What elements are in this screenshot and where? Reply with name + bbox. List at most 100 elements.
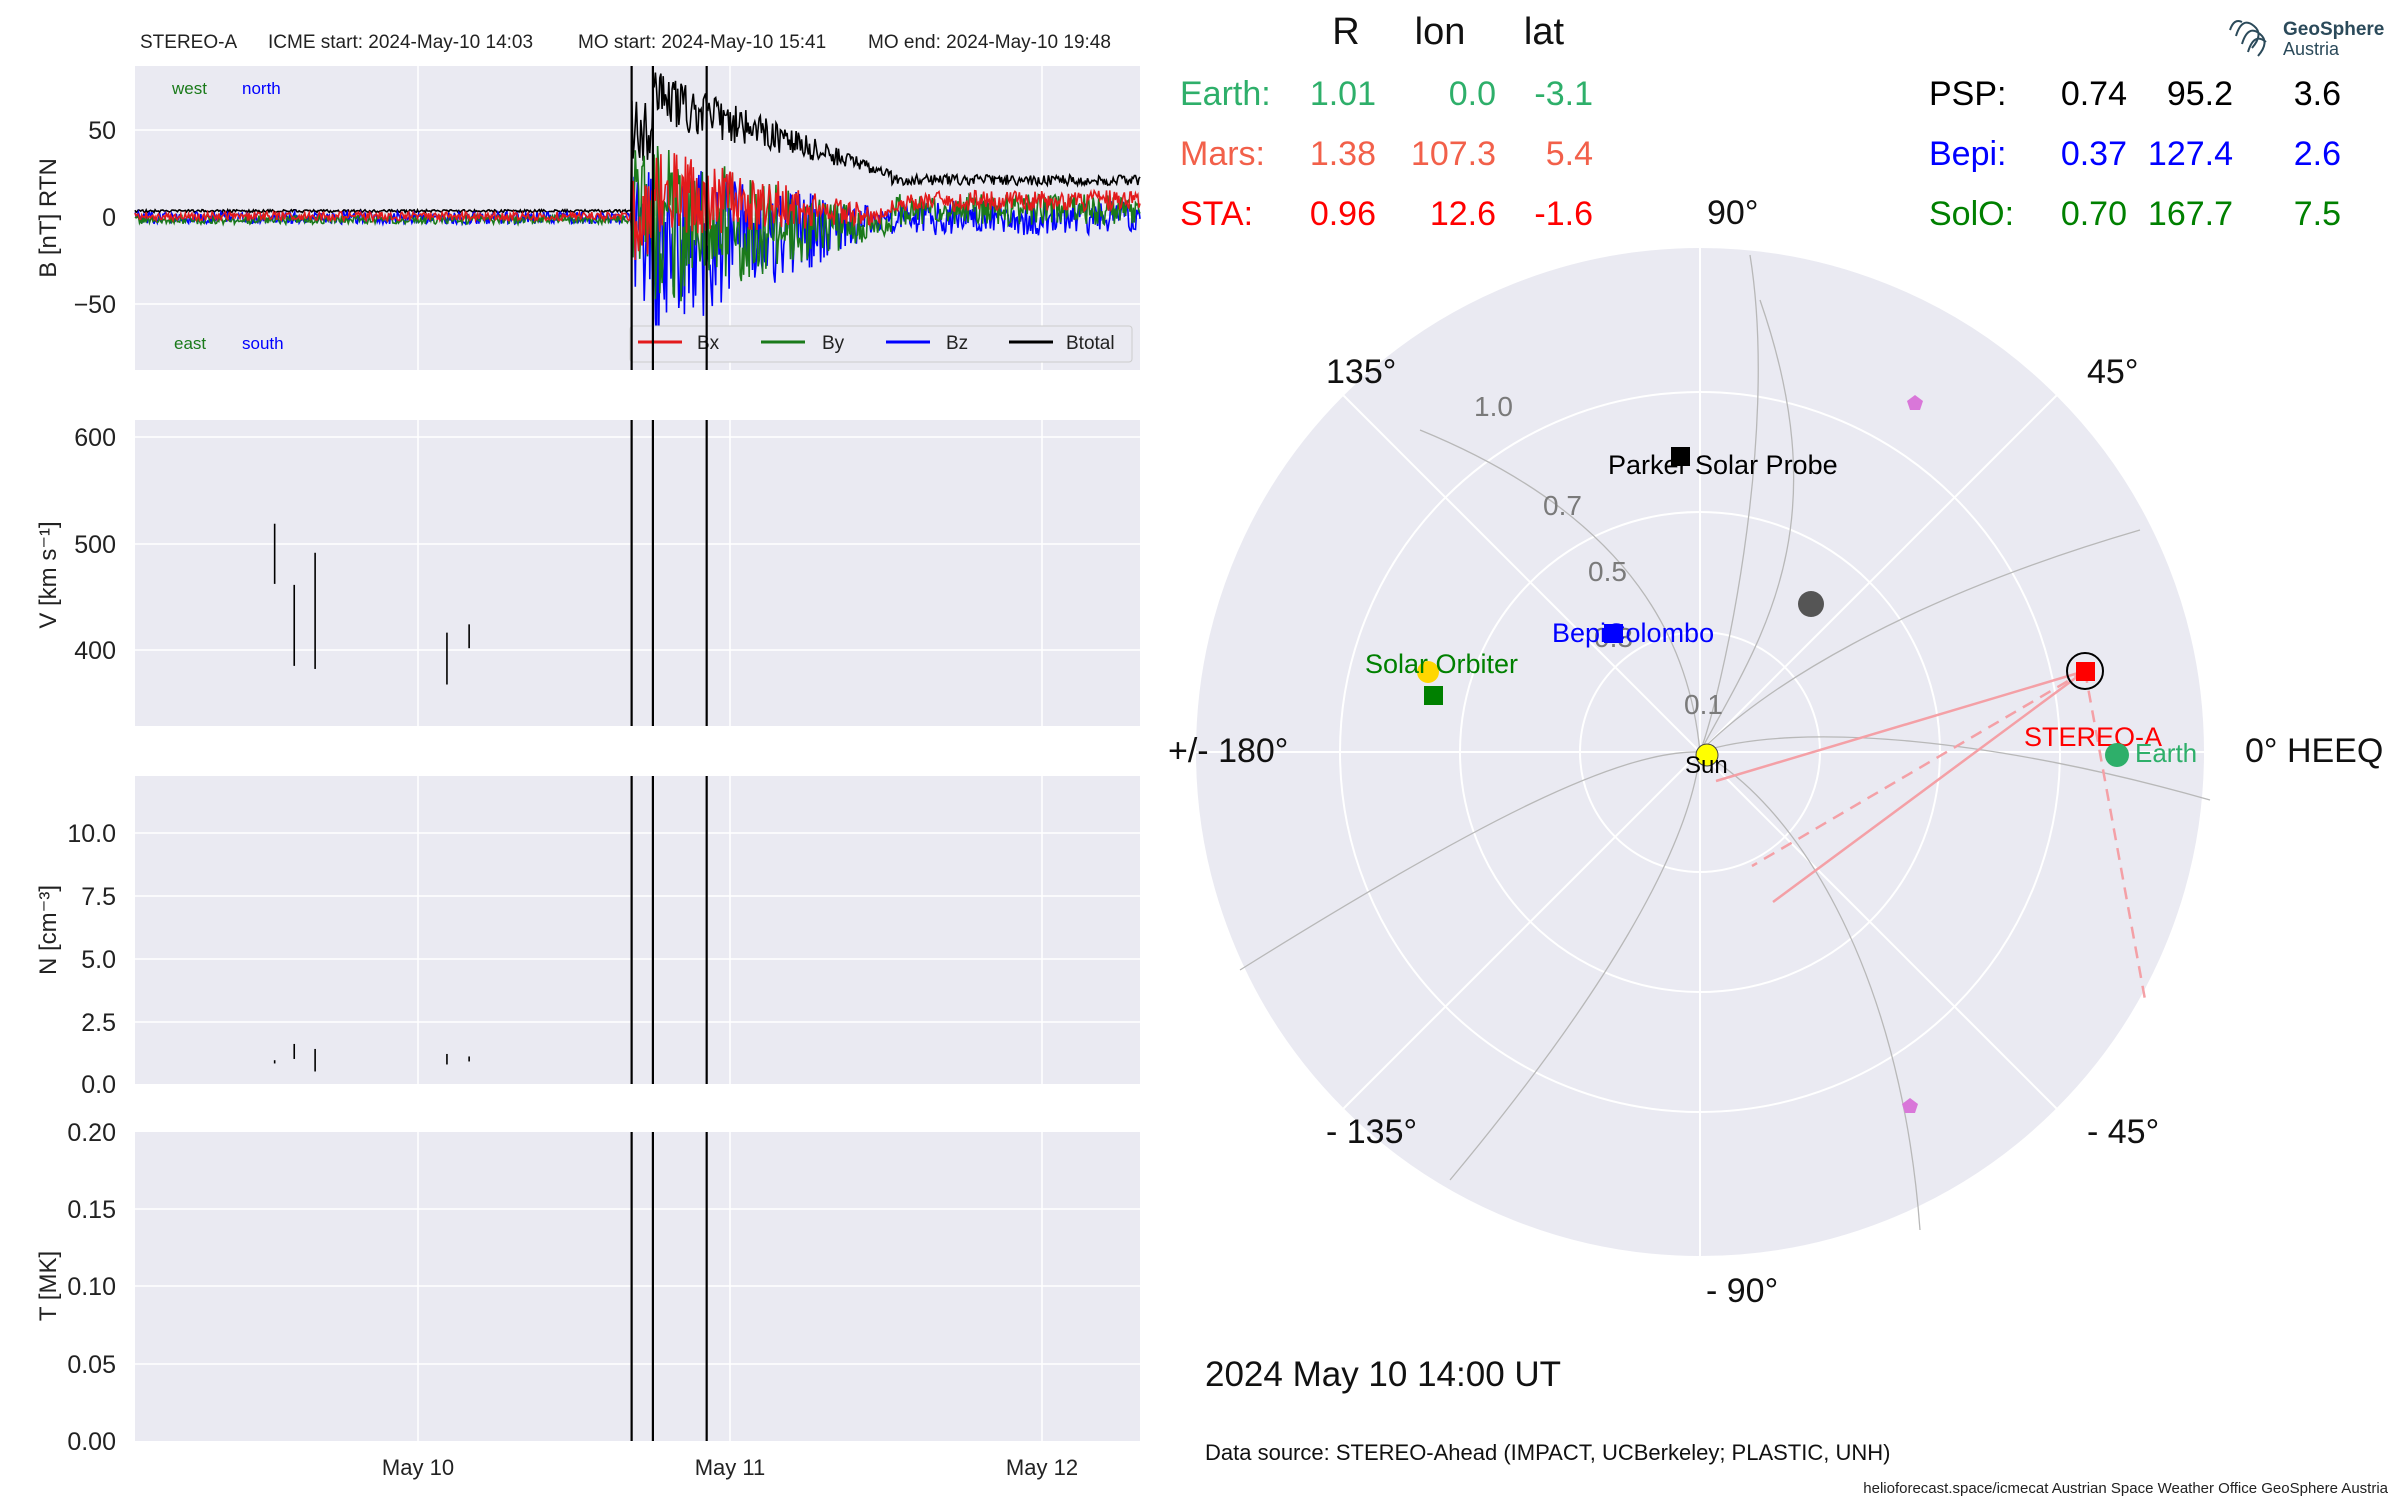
coords-left-row-1-lon: 107.3 xyxy=(1411,135,1496,173)
coords-right-row-1-r: 0.37 xyxy=(2061,135,2127,173)
xtick-may10: May 10 xyxy=(382,1455,454,1480)
b-trace-btotal xyxy=(134,72,1141,215)
n-ytick-10: 10.0 xyxy=(67,820,116,848)
angle-label-0: 0° HEEQ xyxy=(2245,732,2383,770)
label-west: west xyxy=(171,79,207,98)
t-ytick-0-00: 0.00 xyxy=(67,1428,116,1456)
coords-header-r: R xyxy=(1332,11,1359,53)
b-ytick-0: 0 xyxy=(102,204,116,232)
coords-right-row-0-name: PSP: xyxy=(1929,75,2006,113)
coords-table: R lon lat Earth: 1.01 0.0 -3.1 Mars: 1.38 107.… xyxy=(1180,11,2341,233)
radial-label-1-0: 1.0 xyxy=(1474,391,1513,422)
coords-left-row-2-lon: 12.6 xyxy=(1430,195,1496,233)
bepi-label: BepiColombo xyxy=(1552,618,1714,648)
n-ylabel: N [cm⁻³] xyxy=(35,885,62,975)
b-ylabel: B [nT] RTN xyxy=(35,158,62,278)
earth-label: Earth xyxy=(2135,738,2197,768)
solo-marker xyxy=(1424,686,1443,705)
angle-label-180: +/- 180° xyxy=(1168,732,1288,770)
velocity-data xyxy=(273,523,470,685)
angle-label-minus90: - 90° xyxy=(1706,1272,1778,1310)
legend-bx-label: Bx xyxy=(697,333,720,354)
geosphere-logo: GeoSphere Austria xyxy=(2229,19,2384,59)
t-ytick-0-15: 0.15 xyxy=(67,1196,116,1224)
coords-left-row-2-r: 0.96 xyxy=(1310,195,1376,233)
coords-right-row-0-lat: 3.6 xyxy=(2294,75,2341,113)
footer-credits: helioforecast.space/icmecat Austrian Spa… xyxy=(1863,1480,2388,1497)
b-yticks: 50 0 −50 xyxy=(74,117,116,319)
angle-label-minus45: - 45° xyxy=(2087,1113,2159,1151)
earth-marker xyxy=(2105,743,2129,767)
coords-right-row-0-r: 0.74 xyxy=(2061,75,2127,113)
coords-left-row-0-r: 1.01 xyxy=(1310,75,1376,113)
velocity-panel: 600 500 400 V [km s⁻¹] xyxy=(35,420,1140,726)
angle-label-minus135: - 135° xyxy=(1326,1113,1417,1151)
n-yticks: 10.0 7.5 5.0 2.5 0.0 xyxy=(67,820,116,1099)
header-icme-start: ICME start: 2024-May-10 14:03 xyxy=(268,32,533,53)
radial-label-0-7: 0.7 xyxy=(1543,490,1582,521)
coords-left-row-2-name: STA: xyxy=(1180,195,1253,233)
x-ticks: May 10 May 11 May 12 xyxy=(382,1455,1078,1480)
logo-line2: Austria xyxy=(2283,39,2340,59)
b-legend-box xyxy=(629,325,1133,363)
coords-rows: Earth: 1.01 0.0 -3.1 Mars: 1.38 107.3 5.4 STA: 0.… xyxy=(1180,75,2341,233)
b-trace-bx xyxy=(134,153,1141,261)
legend-btotal-label: Btotal xyxy=(1066,333,1115,354)
coords-header-lat: lat xyxy=(1524,11,1565,53)
n-ytick-0: 0.0 xyxy=(81,1071,116,1099)
n-panel-grid xyxy=(135,776,1140,1084)
sta-marker xyxy=(2076,662,2095,681)
coords-left-row-1-r: 1.38 xyxy=(1310,135,1376,173)
coords-right-row-1-lat: 2.6 xyxy=(2294,135,2341,173)
mars-marker xyxy=(1798,591,1824,617)
v-ytick-500: 500 xyxy=(74,531,116,559)
coords-right-row-1-name: Bepi: xyxy=(1929,135,2007,173)
angle-label-90: 90° xyxy=(1707,194,1758,232)
coords-right-row-2-name: SolO: xyxy=(1929,195,2014,233)
coords-left-row-2-lat: -1.6 xyxy=(1534,195,1593,233)
solo-label: Solar Orbiter xyxy=(1365,649,1518,679)
density-panel: 10.0 7.5 5.0 2.5 0.0 N [cm⁻³] xyxy=(35,776,1140,1099)
mars-markers xyxy=(1902,395,1923,1113)
density-data xyxy=(273,1043,470,1072)
n-ytick-7-5: 7.5 xyxy=(81,883,116,911)
radial-label-0-5: 0.5 xyxy=(1588,556,1627,587)
v-panel-grid xyxy=(135,420,1140,726)
solo-yellow-marker xyxy=(1417,661,1439,683)
v-ytick-600: 600 xyxy=(74,424,116,452)
bepi-marker xyxy=(1604,624,1623,643)
sun-label: Sun xyxy=(1685,752,1728,779)
label-north: north xyxy=(242,79,281,98)
panel-header: STEREO-A ICME start: 2024-May-10 14:03 M… xyxy=(140,32,1111,53)
angle-label-45: 45° xyxy=(2087,353,2138,391)
legend-bz-label: Bz xyxy=(946,333,968,354)
pentagon-marker-bottom xyxy=(1902,1098,1918,1113)
xtick-may12: May 12 xyxy=(1006,1455,1078,1480)
coords-left-row-1-lat: 5.4 xyxy=(1546,135,1593,173)
sta-label: STEREO-A xyxy=(2024,722,2162,752)
b-ytick-minus50: −50 xyxy=(74,291,116,319)
logo-line1: GeoSphere xyxy=(2283,19,2384,40)
header-spacecraft: STEREO-A xyxy=(140,32,237,53)
sun-marker xyxy=(1695,743,1719,767)
angle-label-135: 135° xyxy=(1326,353,1396,391)
coords-right-row-1-lon: 127.4 xyxy=(2148,135,2233,173)
event-lines xyxy=(630,66,708,1441)
coords-left-row-0-name: Earth: xyxy=(1180,75,1271,113)
n-ytick-2-5: 2.5 xyxy=(81,1009,116,1037)
psp-marker xyxy=(1671,447,1690,466)
v-ylabel: V [km s⁻¹] xyxy=(35,521,62,628)
n-panel-background xyxy=(135,776,1140,1084)
coords-header-lon: lon xyxy=(1415,11,1466,53)
parker-spirals xyxy=(1239,254,2211,1231)
sta-fov-lines xyxy=(1715,669,2148,1006)
t-panel-grid xyxy=(135,1132,1140,1441)
swirl-icon xyxy=(2229,20,2267,57)
footer-date: 2024 May 10 14:00 UT xyxy=(1205,1355,1561,1394)
legend-by-label: By xyxy=(822,333,845,354)
coords-right-row-0-lon: 95.2 xyxy=(2167,75,2233,113)
radial-label-0-1: 0.1 xyxy=(1684,689,1723,720)
v-ytick-400: 400 xyxy=(74,637,116,665)
t-ytick-0-20: 0.20 xyxy=(67,1119,116,1147)
v-panel-background xyxy=(135,420,1140,726)
